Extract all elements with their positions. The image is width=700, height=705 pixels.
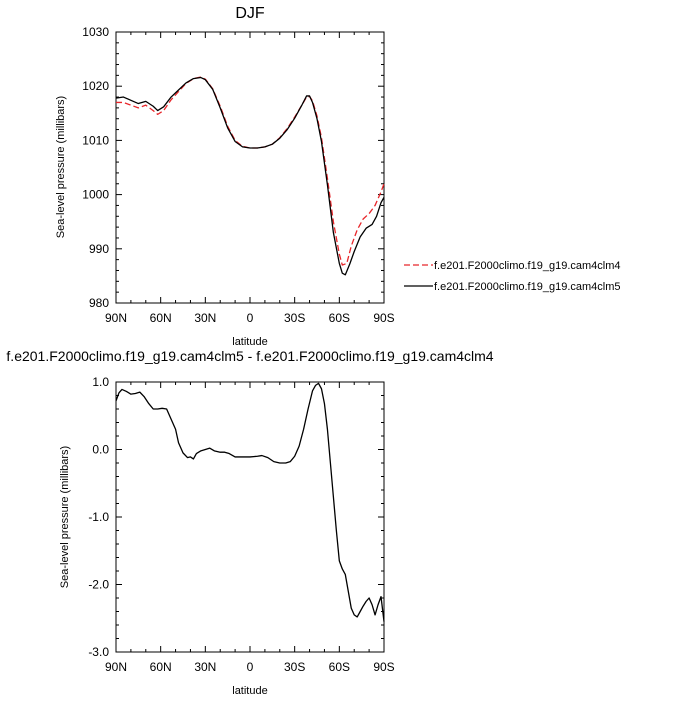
bottom-x-tick-label: 60S (329, 660, 350, 674)
top-x-tick-label: 90N (105, 311, 127, 325)
bottom-y-axis-label: Sea-level pressure (millibars) (59, 446, 71, 588)
top-y-tick-label: 1020 (82, 79, 109, 93)
bottom-plot-frame (115, 381, 385, 653)
bottom-y-tick-label: -1.0 (88, 510, 109, 524)
top-y-tick-label: 980 (89, 296, 109, 310)
top-x-tick-label: 0 (247, 311, 254, 325)
top-y-tick-label: 1000 (82, 188, 109, 202)
bottom-y-tick-label: 1.0 (92, 375, 109, 389)
bottom-x-tick-label: 30S (284, 660, 305, 674)
bottom-x-tick-label: 30N (194, 660, 216, 674)
legend: f.e201.F2000climo.f19_g19.cam4clm4 f.e20… (404, 260, 621, 293)
bottom-x-tick-label: 90S (373, 660, 394, 674)
bottom-x-axis-label: latitude (232, 685, 267, 697)
top-series-line-1 (116, 76, 385, 266)
bottom-series-line-1 (115, 382, 385, 622)
legend-clm5-label: f.e201.F2000climo.f19_g19.cam4clm5 (434, 281, 621, 293)
top-y-tick-label: 1010 (82, 133, 109, 147)
bottom-x-tick-label: 0 (247, 660, 254, 674)
bottom-x-tick-label: 60N (150, 660, 172, 674)
top-y-tick-label: 1030 (82, 25, 109, 39)
bottom-chart-title: f.e201.F2000climo.f19_g19.cam4clm5 - f.e… (6, 348, 493, 364)
top-series-line-2 (115, 76, 385, 276)
bottom-y-tick-label: -2.0 (88, 578, 109, 592)
top-x-tick-label: 30S (284, 311, 305, 325)
top-x-tick-label: 90S (373, 311, 394, 325)
top-x-axis-label: latitude (232, 336, 267, 348)
top-y-tick-label: 990 (89, 242, 109, 256)
bottom-y-tick-label: -3.0 (88, 645, 109, 659)
bottom-x-tick-label: 90N (105, 660, 127, 674)
top-x-tick-label: 60N (150, 311, 172, 325)
top-chart-title: DJF (235, 5, 265, 22)
legend-clm4-label: f.e201.F2000climo.f19_g19.cam4clm4 (434, 260, 621, 272)
top-y-axis-label: Sea-level pressure (millibars) (55, 96, 67, 238)
bottom-y-tick-label: 0.0 (92, 443, 109, 457)
top-x-tick-label: 60S (329, 311, 350, 325)
top-plot-frame (115, 31, 385, 304)
top-x-tick-label: 30N (194, 311, 216, 325)
